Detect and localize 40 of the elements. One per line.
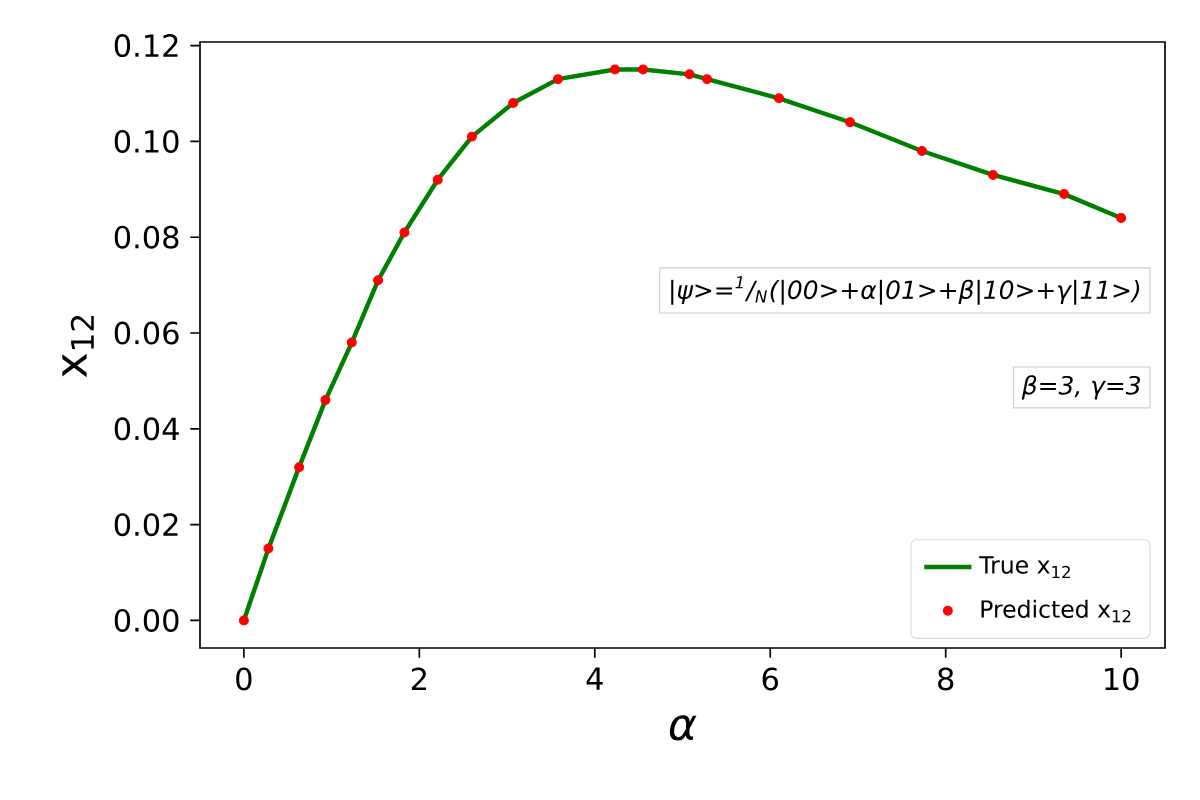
point [466, 131, 477, 142]
x-axis-title: α [669, 715, 697, 741]
legend-label: True x$_{12}$ [979, 556, 1070, 579]
annotation: β=3, γ=3 [1021, 375, 1141, 400]
y-axis-title: x$_{12}$ [62, 315, 94, 378]
x-tick-label: 4 [586, 667, 603, 690]
point [263, 543, 274, 554]
annotation: |ψ>=$^{1}$/$_{N}$(|00>+α|01>+β|10>+γ|11>) [671, 276, 1140, 305]
point [774, 93, 784, 104]
point [609, 64, 620, 75]
legend-label: Predicted x$_{12}$ [981, 599, 1131, 623]
point [552, 74, 563, 85]
x-tick-label: 8 [938, 667, 954, 691]
y-tick-label: 0.06 [114, 321, 179, 345]
point [399, 227, 410, 238]
x-tick-label: 6 [762, 667, 778, 691]
point [988, 169, 999, 180]
point [508, 98, 519, 109]
point [845, 117, 856, 128]
point [684, 69, 695, 80]
y-tick-label: 0.08 [114, 225, 179, 249]
point [702, 74, 713, 85]
y-tick-label: 0.04 [114, 417, 179, 441]
point [373, 275, 384, 286]
point [346, 337, 357, 348]
point [917, 145, 927, 156]
point [432, 174, 443, 185]
point [320, 395, 331, 406]
x-tick-label: 10 [1105, 667, 1139, 691]
x-tick-label: 0 [236, 667, 252, 691]
point [638, 64, 649, 75]
point [294, 462, 305, 473]
y-tick-label: 0.12 [114, 34, 178, 58]
point [1059, 189, 1070, 200]
x-tick-label: 2 [411, 667, 426, 691]
point [1116, 213, 1127, 224]
y-tick-label: 0.10 [114, 129, 179, 153]
y-tick-label: 0.00 [114, 608, 179, 632]
y-tick-label: 0.02 [114, 513, 178, 537]
point [238, 615, 249, 626]
